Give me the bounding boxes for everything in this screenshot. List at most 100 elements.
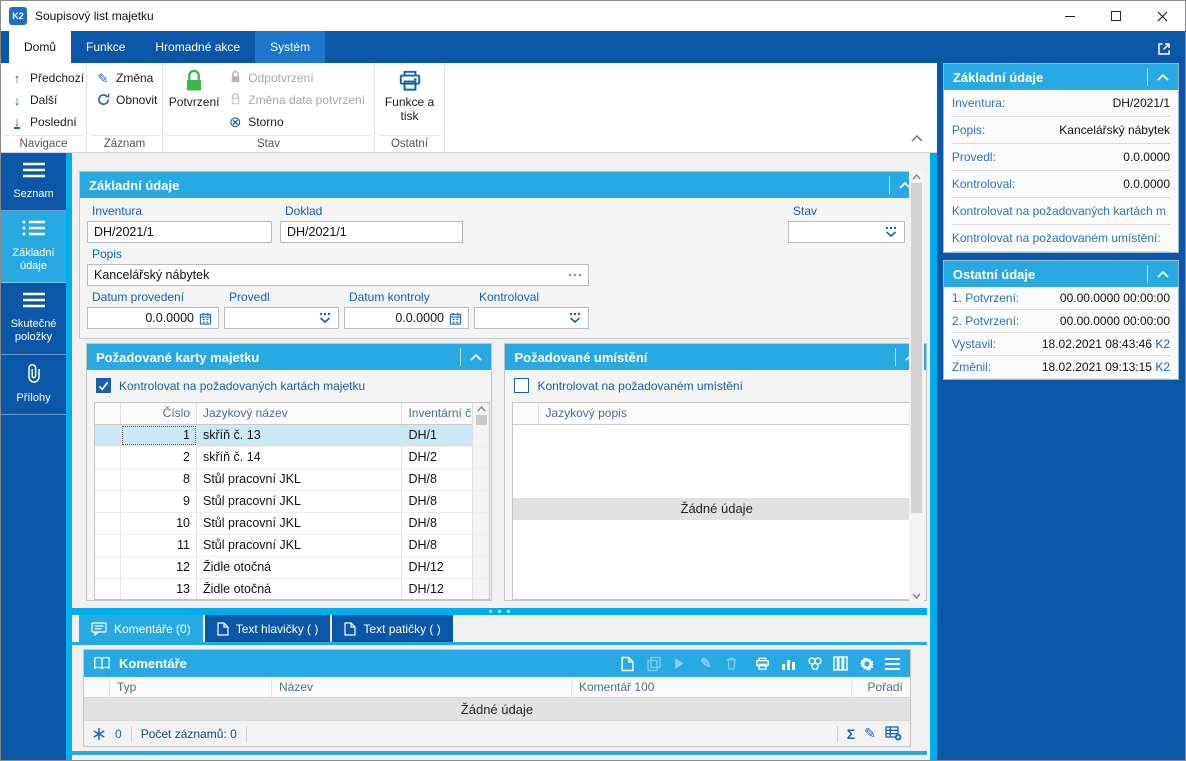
bottom-tab-text-paticky[interactable]: Text patičky ( ) (332, 615, 453, 642)
change-confirm-date-button[interactable]: Změna data potvrzení (222, 89, 371, 111)
datum-kontroly-input[interactable]: 0.0.0000 (344, 307, 469, 329)
scroll-up-icon[interactable] (912, 174, 921, 180)
arrow-down-icon: ↓ (13, 92, 21, 108)
scroll-up-icon[interactable] (477, 405, 486, 412)
cell-inv: DH/12 (408, 582, 444, 597)
main-scrollbar[interactable] (908, 171, 924, 602)
required-cards-checkbox[interactable] (96, 378, 111, 394)
bottom-tab-label: Text patičky ( ) (363, 621, 441, 636)
row-selector[interactable] (95, 534, 121, 556)
undock-button[interactable] (1156, 41, 1172, 62)
panel-collapse-button[interactable] (1147, 265, 1169, 283)
ribbon-tab-hromadne-akce[interactable]: Hromadné akce (155, 40, 241, 54)
last-button[interactable]: ↓ Poslední (4, 111, 90, 133)
sum-button[interactable]: Σ (846, 725, 856, 742)
maximize-button[interactable] (1093, 1, 1139, 31)
kontroloval-combo[interactable] (474, 307, 589, 329)
column-header-cislo[interactable]: Číslo (121, 402, 197, 424)
confirm-button[interactable]: Potvrzení (166, 63, 222, 110)
row-selector[interactable] (95, 468, 121, 490)
group-label-ostatni: Ostatní (378, 135, 441, 152)
delete-button[interactable] (724, 655, 740, 673)
row-selector[interactable] (95, 424, 121, 446)
copy-button[interactable] (646, 655, 662, 673)
cell-nazev: skříň č. 14 (197, 446, 403, 468)
row-selector[interactable] (95, 490, 121, 512)
form-scroll-region: Základní údaje Inventura DH/2021/1 Dokla… (72, 161, 927, 608)
storno-button[interactable]: ⊗ Storno (228, 113, 284, 131)
panel-collapse-button[interactable] (460, 348, 483, 366)
row-selector[interactable] (95, 578, 121, 599)
run-button[interactable] (672, 655, 688, 673)
table-row[interactable]: 8 Stůl pracovní JKL DH/8 (95, 468, 490, 491)
scroll-down-icon[interactable] (912, 593, 921, 599)
column-header-nazev[interactable]: Jazykový název (197, 402, 403, 424)
summary-rows: Inventura: DH/2021/1 Popis: Kancelářský náb… (944, 90, 1178, 252)
sidebar-item-prilohy[interactable]: Přílohy (1, 355, 66, 415)
popis-input[interactable]: Kancelářský nábytek (87, 264, 589, 286)
stav-field: Stav (788, 204, 905, 243)
previous-button[interactable]: ↑ Předchozí (4, 67, 90, 89)
columns-button[interactable] (833, 655, 849, 673)
table-row[interactable]: 12 Židle otočná DH/12 (95, 556, 490, 579)
filter-asterisk-icon[interactable] (92, 727, 106, 741)
functions-print-button[interactable]: Funkce a tisk (378, 63, 441, 124)
print-button[interactable] (754, 655, 771, 673)
unconfirm-button[interactable]: Odpotvrzení (222, 67, 371, 89)
ribbon-tab-domu[interactable]: Domů (9, 31, 72, 63)
row-selector[interactable] (95, 512, 121, 534)
sidebar-item-skutecne-polozky[interactable]: Skutečné položky (1, 283, 66, 355)
provedl-combo[interactable] (224, 307, 339, 329)
table-row[interactable]: 1 skříň č. 13 DH/1 (95, 424, 490, 447)
required-location-checkbox[interactable] (514, 378, 530, 394)
sidebar-item-zakladni-udaje[interactable]: Základní údaje (1, 211, 66, 283)
refresh-button[interactable]: Obnovit (90, 89, 163, 111)
column-header-poradi[interactable]: Pořadí (867, 680, 903, 694)
sidebar-item-seznam[interactable]: Seznam (1, 153, 66, 212)
table-row[interactable]: 9 Stůl pracovní JKL DH/8 (95, 490, 490, 513)
stav-combo[interactable] (788, 221, 905, 243)
table-row[interactable]: 2 skříň č. 14 DH/2 (95, 446, 490, 469)
scrollbar-thumb[interactable] (910, 183, 922, 513)
quick-edit-button[interactable]: ✎ (864, 725, 876, 741)
horizontal-splitter[interactable] (72, 608, 927, 615)
row-selector[interactable] (95, 556, 121, 578)
table-row[interactable]: 10 Stůl pracovní JKL DH/8 (95, 512, 490, 535)
column-header-typ[interactable]: Typ (110, 677, 272, 697)
column-header-jazykovy-popis[interactable]: Jazykový popis (545, 406, 627, 421)
column-header-inv[interactable]: Inventární č (408, 406, 472, 421)
column-header-nazev[interactable]: Název (272, 677, 572, 697)
edit-button[interactable]: ✎ (698, 655, 714, 673)
menu-button[interactable] (885, 655, 901, 673)
related-data-button[interactable] (807, 655, 823, 673)
minimize-button[interactable] (1047, 1, 1093, 31)
ellipsis-button[interactable] (568, 273, 582, 277)
bottom-tab-komentare-0[interactable]: Komentáře (0) (79, 615, 203, 642)
cell-nazev: Stůl pracovní JKL (197, 468, 403, 490)
calendar-icon[interactable] (199, 312, 212, 325)
chart-button[interactable] (781, 655, 797, 673)
table-row[interactable]: 13 Židle otočná DH/12 (95, 578, 490, 599)
add-table-row-icon[interactable] (885, 726, 902, 741)
bottom-tab-text-hlavicky[interactable]: Text hlavičky ( ) (204, 615, 331, 642)
column-header-komentar[interactable]: Komentář 100 (572, 677, 852, 697)
inventura-input[interactable]: DH/2021/1 (87, 221, 272, 243)
cell-scroll-gutter (472, 512, 490, 534)
doklad-input[interactable]: DH/2021/1 (280, 221, 463, 243)
new-comment-button[interactable] (620, 655, 636, 673)
list-icon (22, 162, 45, 178)
next-button[interactable]: ↓ Další (4, 89, 90, 111)
sidebar-item-label: Skutečné položky (10, 318, 57, 344)
datum-provedeni-input[interactable]: 0.0.0000 (87, 307, 219, 329)
calendar-icon[interactable] (449, 312, 462, 325)
ribbon-tab-system[interactable]: Systém (255, 31, 326, 63)
settings-button[interactable] (859, 655, 875, 673)
row-selector[interactable] (95, 446, 121, 468)
ribbon-collapse-button[interactable] (911, 129, 923, 147)
change-button[interactable]: ✎ Změna (97, 70, 154, 86)
table-row[interactable]: 11 Stůl pracovní JKL DH/8 (95, 534, 490, 557)
panel-collapse-button[interactable] (889, 176, 911, 194)
panel-collapse-button[interactable] (1147, 68, 1169, 86)
ribbon-tab-funkce[interactable]: Funkce (86, 40, 126, 54)
close-button[interactable] (1139, 1, 1185, 31)
